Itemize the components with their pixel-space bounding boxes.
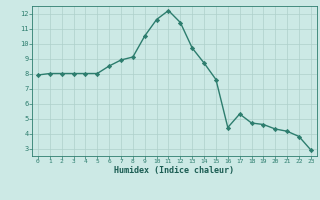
X-axis label: Humidex (Indice chaleur): Humidex (Indice chaleur)	[115, 166, 234, 175]
